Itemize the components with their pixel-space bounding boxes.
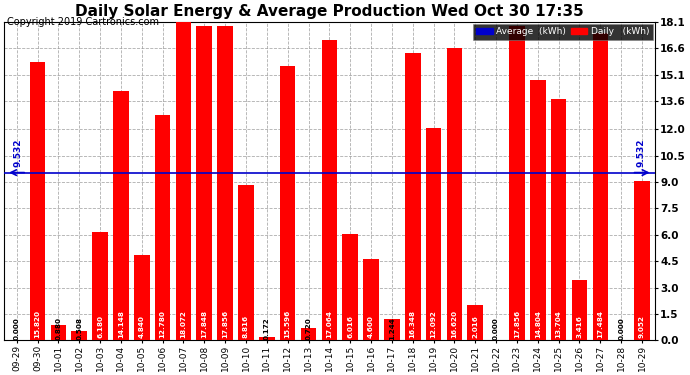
Text: 17.856: 17.856 — [222, 310, 228, 338]
Text: 4.840: 4.840 — [139, 315, 145, 338]
Text: 14.148: 14.148 — [118, 310, 124, 338]
Text: 12.780: 12.780 — [159, 310, 166, 338]
Text: 0.000: 0.000 — [493, 317, 499, 339]
Text: 0.172: 0.172 — [264, 317, 270, 339]
Text: 3.416: 3.416 — [576, 315, 582, 338]
Text: 16.348: 16.348 — [410, 310, 416, 338]
Text: 18.072: 18.072 — [180, 310, 186, 338]
Bar — [634, 181, 650, 340]
Text: 0.720: 0.720 — [306, 317, 311, 339]
Text: 9.532: 9.532 — [13, 139, 22, 167]
Bar — [467, 305, 483, 340]
Bar — [113, 91, 129, 340]
Bar — [217, 26, 233, 340]
Text: 12.092: 12.092 — [431, 310, 437, 338]
Bar — [71, 332, 87, 340]
Text: 17.064: 17.064 — [326, 310, 333, 338]
Bar — [363, 260, 379, 340]
Text: 2.016: 2.016 — [472, 315, 478, 338]
Text: 4.600: 4.600 — [368, 315, 374, 338]
Text: 1.244: 1.244 — [389, 317, 395, 339]
Bar — [572, 280, 587, 340]
Bar — [155, 116, 170, 340]
Text: 15.820: 15.820 — [34, 310, 41, 338]
Bar — [134, 255, 150, 340]
Text: 17.856: 17.856 — [514, 310, 520, 338]
Bar — [509, 26, 525, 340]
Bar — [426, 128, 442, 341]
Text: 6.016: 6.016 — [347, 315, 353, 338]
Text: Copyright 2019 Cartronics.com: Copyright 2019 Cartronics.com — [7, 17, 159, 27]
Text: 15.596: 15.596 — [285, 310, 290, 338]
Bar — [551, 99, 566, 340]
Text: 8.816: 8.816 — [243, 315, 249, 338]
Bar — [593, 33, 608, 340]
Legend: Average  (kWh), Daily   (kWh): Average (kWh), Daily (kWh) — [473, 24, 653, 40]
Bar — [30, 62, 46, 340]
Bar — [405, 53, 420, 340]
Bar — [301, 328, 316, 340]
Text: 0.508: 0.508 — [76, 316, 82, 339]
Text: 0.000: 0.000 — [618, 317, 624, 339]
Bar — [280, 66, 295, 341]
Text: 17.848: 17.848 — [201, 310, 207, 338]
Text: 16.620: 16.620 — [451, 310, 457, 338]
Text: 0.000: 0.000 — [14, 317, 20, 339]
Text: 13.704: 13.704 — [555, 310, 562, 338]
Bar — [50, 325, 66, 340]
Bar — [259, 338, 275, 340]
Bar — [92, 232, 108, 340]
Bar — [384, 318, 400, 340]
Title: Daily Solar Energy & Average Production Wed Oct 30 17:35: Daily Solar Energy & Average Production … — [75, 4, 584, 19]
Text: 6.180: 6.180 — [97, 315, 103, 338]
Text: 17.484: 17.484 — [598, 310, 603, 338]
Bar — [342, 234, 358, 340]
Text: 14.804: 14.804 — [535, 310, 541, 338]
Text: 0.880: 0.880 — [55, 316, 61, 339]
Bar — [322, 40, 337, 340]
Bar — [446, 48, 462, 340]
Bar — [530, 80, 546, 340]
Text: 9.052: 9.052 — [639, 315, 645, 338]
Bar — [238, 185, 254, 340]
Bar — [176, 22, 191, 340]
Text: 9.532: 9.532 — [636, 139, 645, 167]
Bar — [197, 26, 212, 341]
